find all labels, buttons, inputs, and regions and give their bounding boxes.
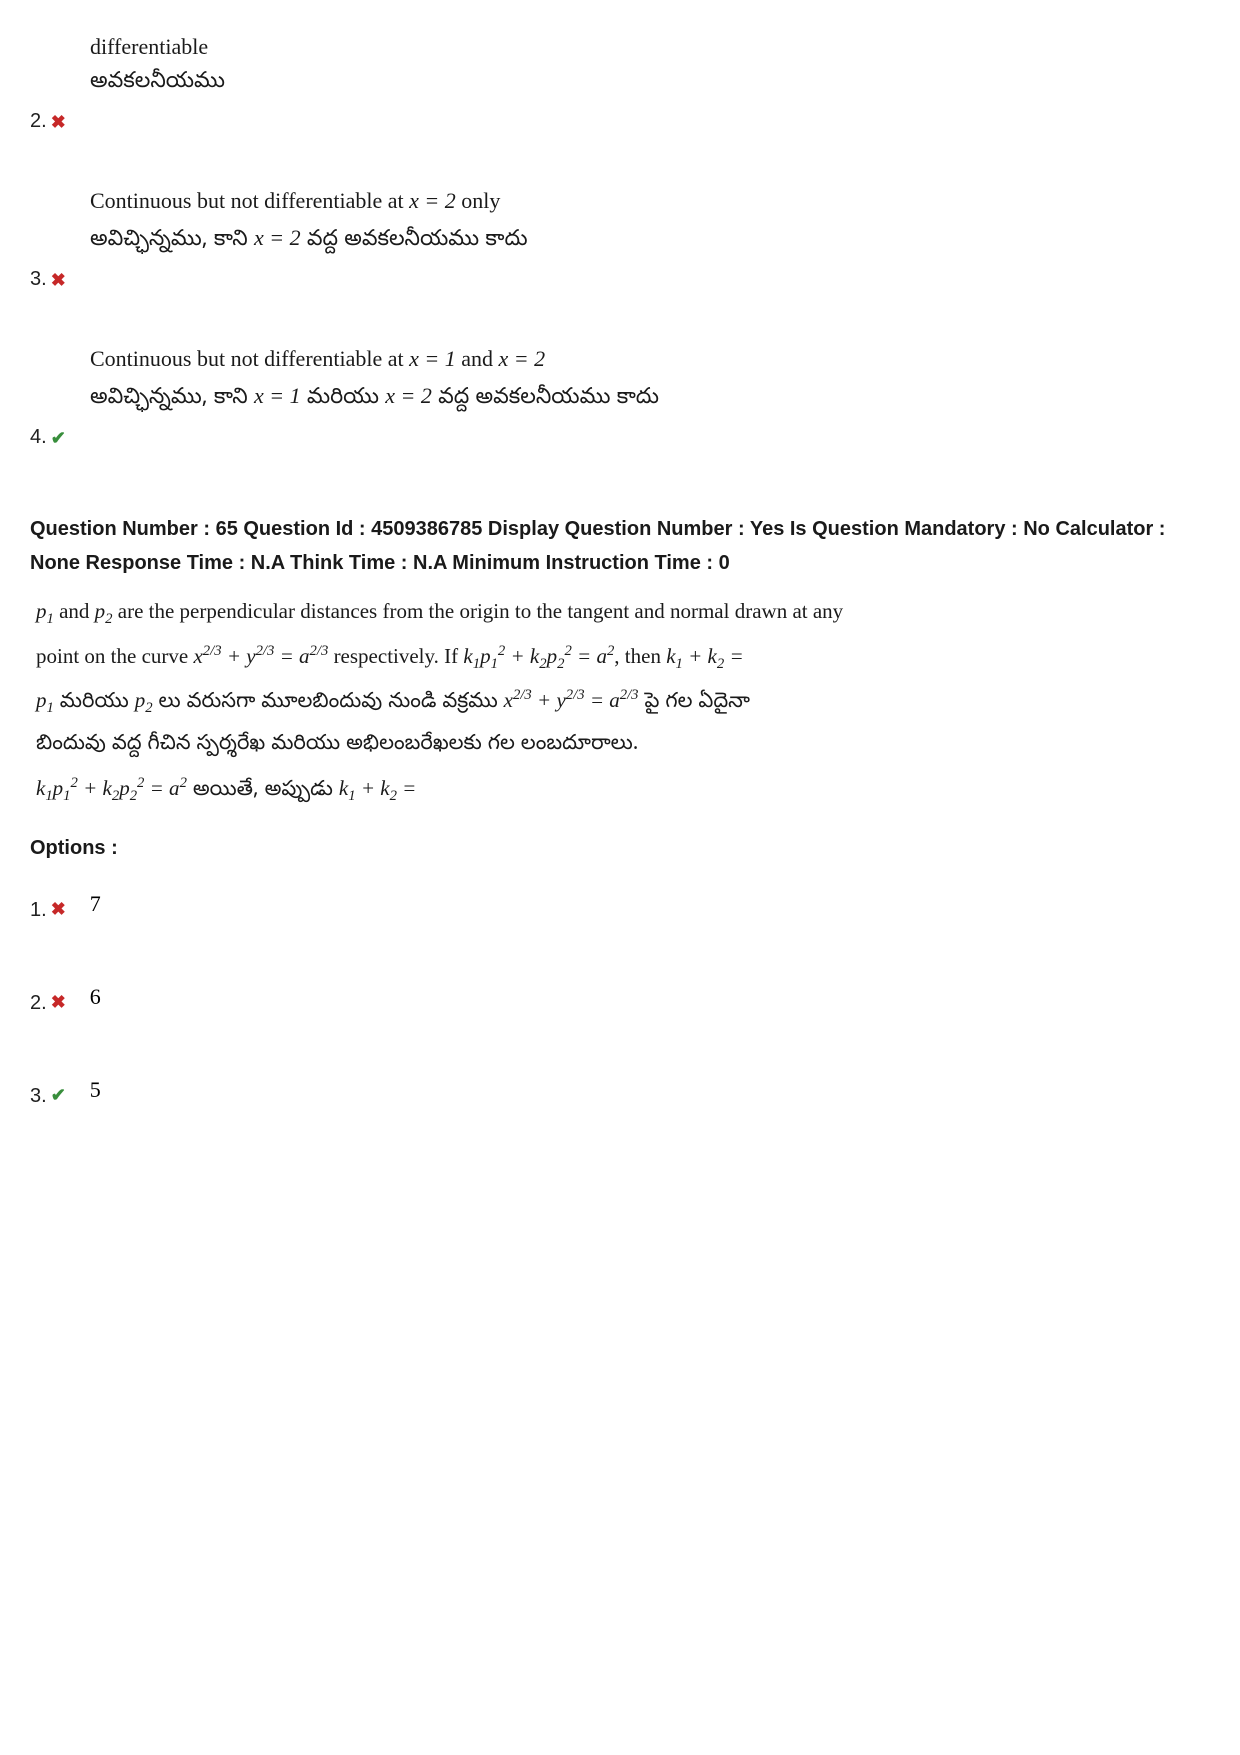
bottom-option-1-num: 1. — [30, 895, 47, 925]
option-3-content: Continuous but not differentiable at x =… — [30, 184, 1210, 258]
option-2-marker-row: 2. ✖ — [30, 106, 1210, 136]
option-2-number: 2. — [30, 106, 47, 136]
bottom-option-3: 3. ✔ 5 — [30, 1079, 1210, 1112]
option-3-marker-row: 3. ✖ — [30, 264, 1210, 294]
q-te-p2: p2 — [135, 688, 153, 712]
question-te-line2: బిందువు వద్ద గీచిన స్పర్శరేఖ మరియు అభిలం… — [36, 725, 1210, 767]
bottom-option-3-num: 3. — [30, 1081, 47, 1111]
option-4-marker-row: 4. ✔ — [30, 422, 1210, 452]
question-te-line1: p1 మరియు p2 లు వరుసగా మూలబిందువు నుండి వ… — [36, 679, 1210, 725]
q-te-3b: అయితే, అప్పుడు — [187, 778, 339, 806]
question-meta: Question Number : 65 Question Id : 45093… — [30, 512, 1210, 580]
bottom-option-2-num: 2. — [30, 988, 47, 1018]
option-3-en-math: x = 2 — [409, 188, 456, 213]
question-en-line2: point on the curve x2/3 + y2/3 = a2/3 re… — [36, 635, 1210, 680]
bottom-option-1: 1. ✖ 7 — [30, 893, 1210, 926]
wrong-icon: ✖ — [51, 267, 66, 294]
q-en-2c: , then — [614, 644, 666, 668]
wrong-icon: ✖ — [51, 989, 66, 1016]
option-4-te: అవిచ్ఛిన్నము, కాని x = 1 మరియు x = 2 వద్… — [90, 379, 1210, 416]
option-4-en: Continuous but not differentiable at x =… — [90, 342, 1210, 375]
option-4-number: 4. — [30, 422, 47, 452]
q-en-rest1: are the perpendicular distances from the… — [113, 599, 844, 623]
q-te-1b: మరియు — [54, 690, 135, 718]
option-4-en-math2: x = 2 — [499, 346, 546, 371]
option-4-te-math2: x = 2 — [385, 383, 432, 408]
q-te-1e: పై గల ఏదైనా — [639, 690, 750, 718]
q-p2: p2 — [95, 599, 113, 623]
q-te-1d: లు వరుసగా మూలబిందువు నుండి వక్రము — [153, 690, 504, 718]
options-label: Options : — [30, 833, 1210, 863]
q-en-2b: respectively. If — [328, 644, 463, 668]
option-3-te-pre: అవిచ్ఛిన్నము, కాని — [90, 226, 254, 256]
q-te-eq2: k1p12 + k2p22 = a2 — [36, 776, 187, 800]
q-en-eq2: k1p12 + k2p22 = a2 — [463, 644, 614, 668]
option-2-en: differentiable — [90, 30, 1210, 63]
option-4-te-pre: అవిచ్ఛిన్నము, కాని — [90, 384, 254, 414]
option-block-2: differentiable అవకలనీయము 2. ✖ — [30, 30, 1210, 136]
option-3-te-math: x = 2 — [254, 225, 301, 250]
wrong-icon: ✖ — [51, 896, 66, 923]
option-4-en-pre: Continuous but not differentiable at — [90, 346, 409, 371]
option-3-en-post: only — [456, 188, 501, 213]
question-en-line1: p1 and p2 are the perpendicular distance… — [36, 590, 1210, 635]
option-2-te: అవకలనీయము — [90, 67, 1210, 100]
q-te-eq3: k1 + k2 = — [339, 776, 416, 800]
q-en-and: and — [54, 599, 95, 623]
option-4-en-math1: x = 1 — [409, 346, 456, 371]
option-4-te-math1: x = 1 — [254, 383, 301, 408]
bottom-option-2-val: 6 — [76, 980, 101, 1013]
q-te-eq1: x2/3 + y2/3 = a2/3 — [504, 688, 639, 712]
option-3-en-pre: Continuous but not differentiable at — [90, 188, 409, 213]
option-block-3: Continuous but not differentiable at x =… — [30, 184, 1210, 294]
bottom-option-1-val: 7 — [76, 887, 101, 920]
option-3-en: Continuous but not differentiable at x =… — [90, 184, 1210, 217]
q-en-eq3: k1 + k2 = — [666, 644, 743, 668]
option-block-4: Continuous but not differentiable at x =… — [30, 342, 1210, 452]
bottom-option-3-val: 5 — [76, 1073, 101, 1106]
option-3-te: అవిచ్ఛిన్నము, కాని x = 2 వద్ద అవకలనీయము … — [90, 221, 1210, 258]
q-p1: p1 — [36, 599, 54, 623]
q-en-2a: point on the curve — [36, 644, 193, 668]
bottom-option-2: 2. ✖ 6 — [30, 986, 1210, 1019]
option-4-en-mid: and — [456, 346, 499, 371]
correct-icon: ✔ — [51, 1082, 66, 1109]
correct-icon: ✔ — [51, 425, 66, 452]
option-3-te-post: వద్ద అవకలనీయము కాదు — [301, 226, 528, 256]
q-te-p1: p1 — [36, 688, 54, 712]
option-3-number: 3. — [30, 264, 47, 294]
option-2-content: differentiable అవకలనీయము — [30, 30, 1210, 100]
option-4-te-post: వద్ద అవకలనీయము కాదు — [432, 384, 659, 414]
q-en-eq1: x2/3 + y2/3 = a2/3 — [193, 644, 328, 668]
option-4-content: Continuous but not differentiable at x =… — [30, 342, 1210, 416]
question-body: p1 and p2 are the perpendicular distance… — [30, 590, 1210, 813]
option-4-te-mid: మరియు — [301, 384, 386, 414]
wrong-icon: ✖ — [51, 109, 66, 136]
question-te-line3: k1p12 + k2p22 = a2 అయితే, అప్పుడు k1 + k… — [36, 767, 1210, 813]
